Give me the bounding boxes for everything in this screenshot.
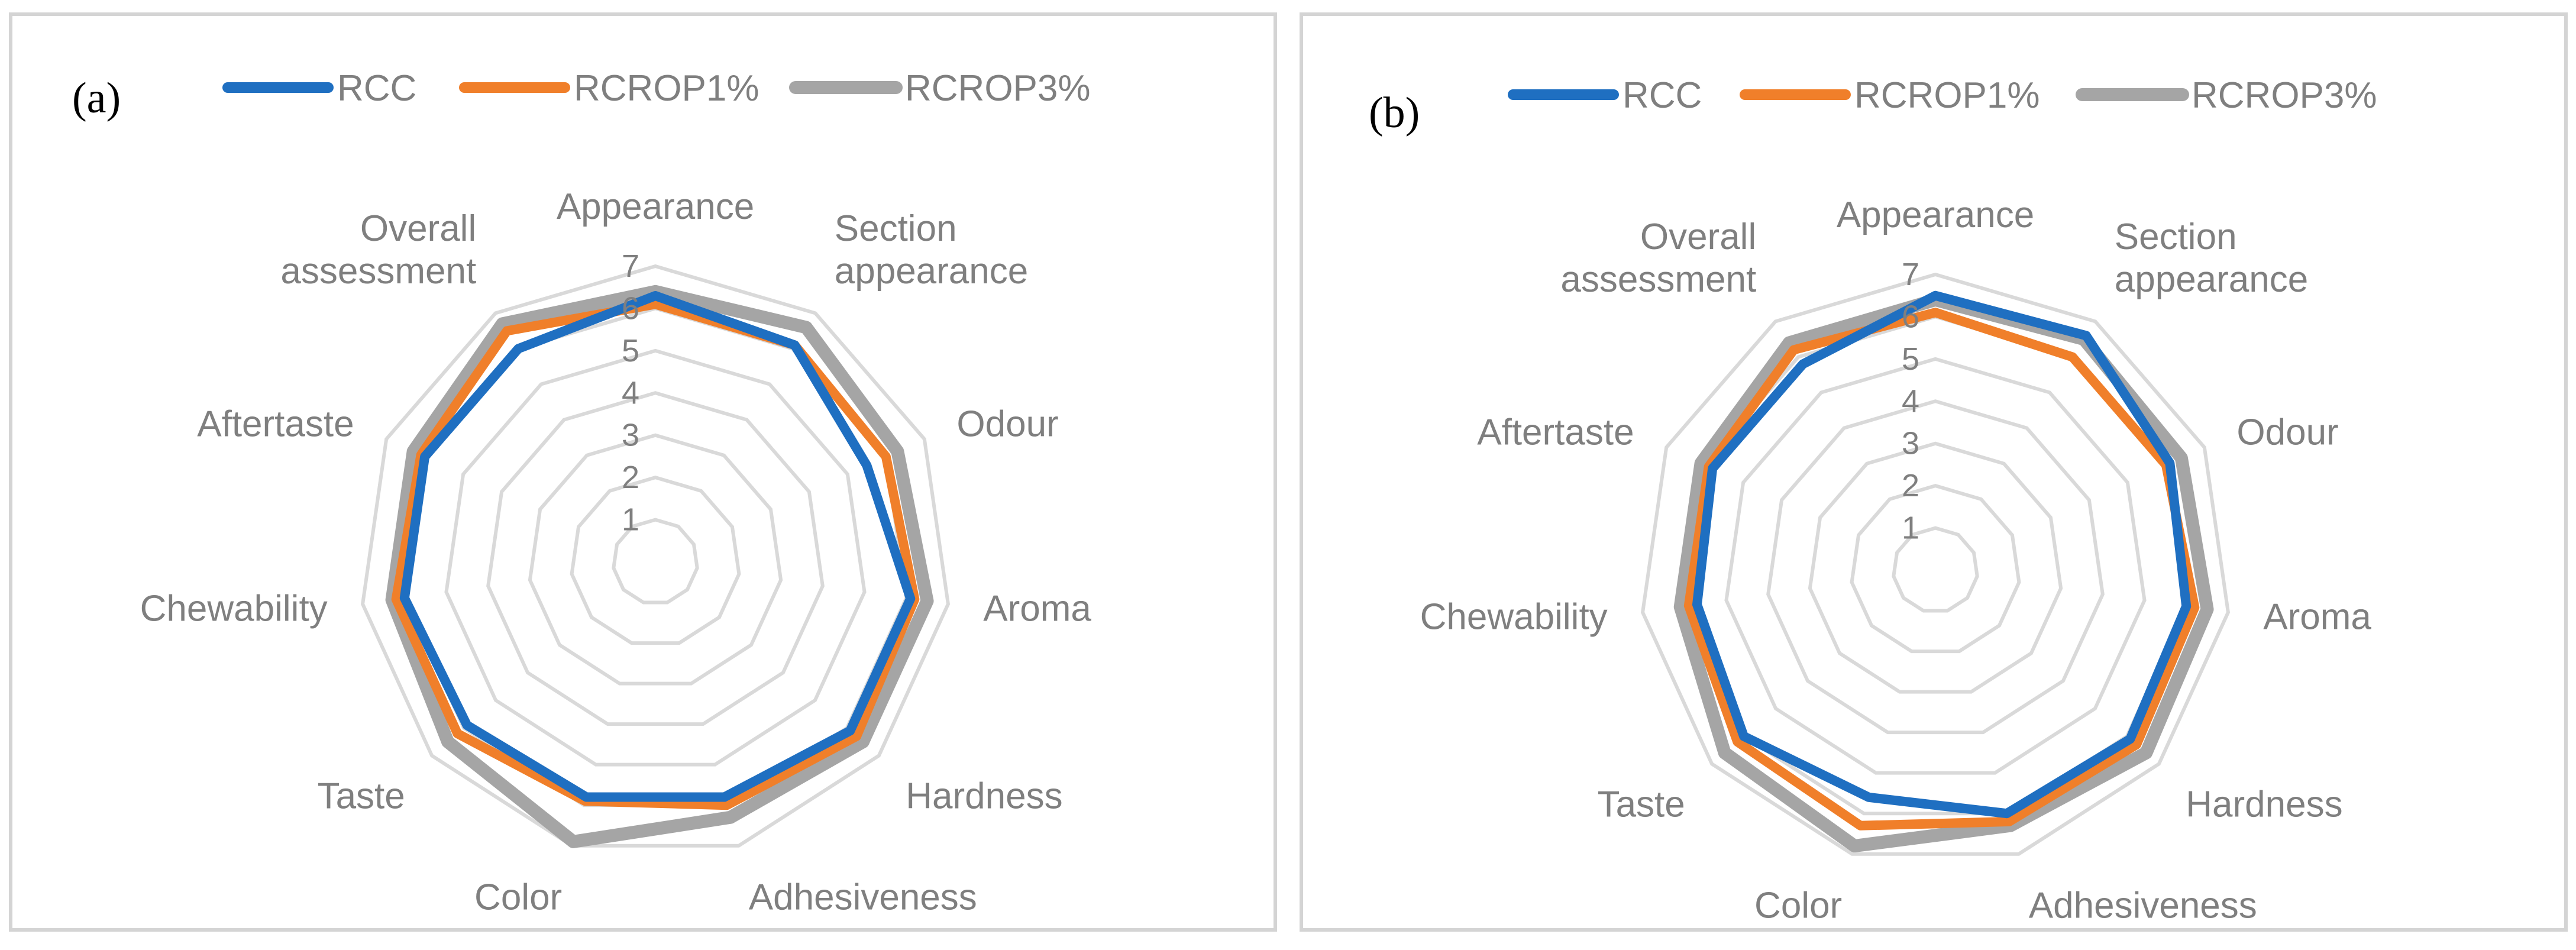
category-label-overall-assessment: Overall assessment	[1560, 217, 1756, 300]
category-label-line: Color	[474, 877, 562, 917]
category-label-color: Color	[1754, 885, 1842, 926]
category-label-color: Color	[474, 877, 562, 917]
tick-label: 3	[622, 418, 639, 453]
series-line-rcc	[399, 291, 916, 802]
category-label-line: Aftertaste	[1477, 412, 1634, 453]
series-line-rcrop1pct	[391, 299, 920, 810]
category-label-odour: Odour	[956, 403, 1058, 444]
panel-a: 1 2 3 4 5 6 7 Appearance Section appearance Odour A…	[9, 12, 1277, 932]
grid-ring-7	[360, 264, 951, 848]
panel-label: (a)	[72, 74, 121, 122]
category-label-line: Chewability	[1420, 597, 1608, 638]
grid-ring-7	[1640, 272, 2231, 856]
tick-label: 4	[1902, 383, 1919, 419]
category-label-line: Adhesiveness	[749, 877, 977, 917]
category-label-chewability: Chewability	[1420, 597, 1608, 638]
series-line-rcc	[1692, 290, 2192, 819]
category-label-line: Appearance	[557, 186, 754, 227]
series-line-rcrop3pct	[385, 285, 934, 848]
category-label-section-appearance: Section appearance	[2115, 217, 2309, 300]
series-line-rcrop3pct	[1673, 293, 2214, 853]
category-label-line: assessment	[280, 251, 476, 292]
tick-label: 1	[1902, 510, 1919, 546]
tick-label: 7	[1902, 257, 1919, 292]
category-label-line: Color	[1754, 885, 1842, 926]
category-label-line: Overall	[1640, 217, 1756, 257]
panel-frame	[9, 12, 1277, 932]
category-label-aftertaste: Aftertaste	[1477, 412, 1634, 453]
category-label-hardness: Hardness	[906, 776, 1062, 817]
category-label-line: appearance	[835, 251, 1029, 292]
legend-label-rcrop1pct: RCROP1%	[574, 68, 759, 109]
grid-ring-4	[1766, 399, 2105, 735]
category-label-odour: Odour	[2236, 412, 2338, 453]
category-label-hardness: Hardness	[2186, 784, 2342, 825]
tick-label: 6	[1902, 299, 1919, 334]
grid-ring-4	[486, 391, 825, 726]
grid-ring-2	[1850, 484, 2021, 654]
category-label-line: Aroma	[2263, 597, 2371, 638]
category-label-line: Hardness	[2186, 784, 2342, 825]
panel-b: 1 2 3 4 5 6 7 Appearance Section appearance Odour A…	[1300, 12, 2568, 932]
category-label-line: Aftertaste	[197, 403, 354, 444]
category-label-aroma: Aroma	[983, 589, 1091, 629]
tick-label: 5	[1902, 341, 1919, 377]
tick-label: 2	[622, 460, 639, 495]
grid-ring-5	[1724, 357, 2147, 775]
category-label-line: Hardness	[906, 776, 1062, 817]
series-line-rcrop1pct	[1683, 308, 2200, 831]
category-label-line: Overall	[360, 208, 476, 249]
category-label-line: appearance	[2115, 259, 2309, 300]
category-label-line: Chewability	[140, 589, 328, 629]
category-label-aftertaste: Aftertaste	[197, 403, 354, 444]
legend-label-rcc: RCC	[1622, 75, 1702, 116]
category-label-line: Section	[2115, 217, 2237, 257]
tick-label: 3	[1902, 426, 1919, 461]
category-label-overall-assessment: Overall assessment	[280, 208, 476, 292]
grid-ring-1	[612, 518, 699, 605]
category-label-adhesiveness: Adhesiveness	[2029, 885, 2257, 926]
category-label-line: Odour	[956, 403, 1058, 444]
grid-ring-2	[570, 476, 741, 645]
grid-ring-1	[1892, 526, 1979, 613]
category-label-aroma: Aroma	[2263, 597, 2371, 638]
grid-ring-3	[1808, 441, 2063, 694]
category-label-taste: Taste	[318, 776, 405, 817]
category-label-line: Adhesiveness	[2029, 885, 2257, 926]
tick-label: 2	[1902, 468, 1919, 503]
category-label-appearance: Appearance	[557, 186, 754, 227]
tick-label: 4	[622, 375, 639, 411]
category-label-line: Appearance	[1837, 195, 2034, 235]
tick-label: 7	[622, 248, 639, 284]
category-label-line: Odour	[2236, 412, 2338, 453]
category-label-adhesiveness: Adhesiveness	[749, 877, 977, 917]
category-label-line: assessment	[1560, 259, 1756, 300]
legend-label-rcrop1pct: RCROP1%	[1854, 75, 2040, 116]
category-label-line: Taste	[318, 776, 405, 817]
tick-label: 5	[622, 333, 639, 369]
tick-label: 6	[622, 290, 639, 326]
legend-label-rcrop3pct: RCROP3%	[905, 68, 1091, 109]
legend-label-rcc: RCC	[337, 68, 416, 109]
category-label-appearance: Appearance	[1837, 195, 2034, 235]
legend-label-rcrop3pct: RCROP3%	[2192, 75, 2377, 116]
category-label-taste: Taste	[1598, 784, 1685, 825]
category-label-line: Aroma	[983, 589, 1091, 629]
grid-ring-5	[444, 348, 867, 767]
category-label-section-appearance: Section appearance	[835, 208, 1029, 292]
category-label-line: Section	[835, 208, 957, 249]
category-label-line: Taste	[1598, 784, 1685, 825]
panel-frame	[1300, 12, 2568, 932]
panel-label: (b)	[1369, 89, 1420, 137]
grid-ring-3	[528, 433, 783, 686]
category-label-chewability: Chewability	[140, 589, 328, 629]
tick-label: 1	[622, 502, 639, 538]
